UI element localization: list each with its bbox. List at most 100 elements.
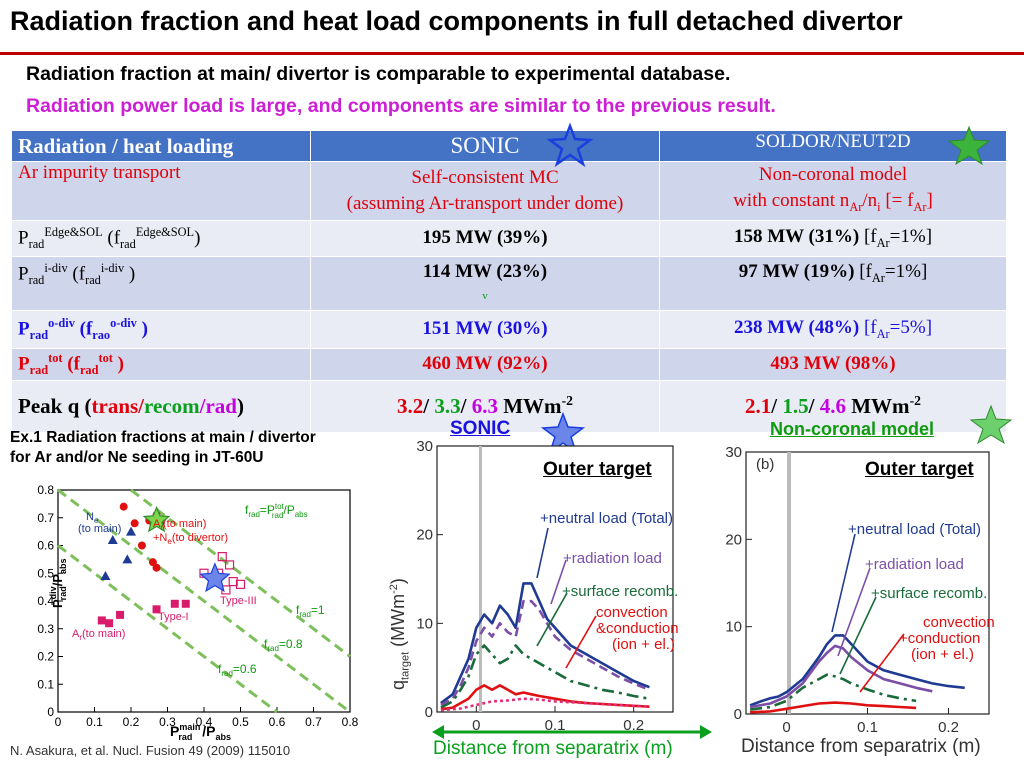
sonic-ar-model-line2: (assuming Ar-transport under dome) xyxy=(346,192,624,214)
chart-b-frame xyxy=(745,451,990,715)
soldor-ar-model: Non-coronal model with constant nAr/ni [… xyxy=(659,161,1007,221)
scatter-x-tick-label: 0.2 xyxy=(123,715,140,729)
scatter-y-tick-label: 0.6 xyxy=(37,539,54,553)
chart-b-annot-surface: +surface recomb. xyxy=(871,585,988,602)
y-tick-label: 10 xyxy=(725,619,742,636)
ar-data-point xyxy=(105,619,114,628)
ar-data-point xyxy=(170,599,179,608)
table-row-peak-q: Peak q (trans/recom/rad) 3.2/ 3.3/ 6.3 M… xyxy=(11,379,1007,433)
x-tick-label: 0 xyxy=(782,719,790,736)
soldor-fraction-star-icon xyxy=(142,505,171,533)
chart-b-annot-conduction: +conduction xyxy=(899,630,981,647)
ar-data-point xyxy=(97,616,106,625)
x-tick-label: 0.1 xyxy=(857,719,878,736)
chart-a-annot-total: +neutral load (Total) xyxy=(540,510,673,527)
chart-a-x-label: Distance from separatrix (m) xyxy=(433,738,673,759)
chart-b-annot-convection: convection xyxy=(923,614,995,631)
annotation-leader xyxy=(536,527,549,579)
noncoronal-chart-label: Non-coronal model xyxy=(770,419,935,439)
header-sonic: SONIC xyxy=(310,130,660,162)
slide-title: Radiation fraction and heat load compone… xyxy=(10,6,903,36)
ar-ne-data-point xyxy=(130,519,139,528)
chart-b-title: Outer target xyxy=(865,459,974,480)
scatter-y-tick-label: 0.7 xyxy=(37,511,54,525)
x-tick-label: 0.1 xyxy=(545,717,566,734)
ne-data-point xyxy=(107,534,118,544)
chart-a-title: Outer target xyxy=(543,459,652,480)
ar-ne-data-point xyxy=(119,502,128,511)
chart-a-annot-radiation: +radiation load xyxy=(563,550,662,567)
type-iii-data-point xyxy=(228,576,238,587)
y-tick-label: 20 xyxy=(725,531,742,548)
noncoronal-outer-target-chart: 0 0.1 0.2 0 10 20 30 xyxy=(725,444,990,736)
sonic-edge-sol-value: 195 MW (39%) xyxy=(310,219,660,257)
frad-equation-label: frad=Ptot rad/Pabs xyxy=(245,502,308,520)
annotation-leader xyxy=(536,592,568,647)
table-row-edge-sol: PradEdge&SOL (fradEdge&SOL) 195 MW (39%)… xyxy=(11,219,1007,257)
row-label-inner-div: Pradi-div (fradi-div ) xyxy=(11,255,311,311)
chart-a-annot-conduction: &conduction xyxy=(596,620,679,637)
ne-data-point xyxy=(122,554,133,564)
annotation-leader xyxy=(839,596,877,675)
x-tick-label: 0.2 xyxy=(623,717,644,734)
sonic-chart-label: SONIC xyxy=(450,418,511,439)
y-tick-label: 10 xyxy=(416,615,433,632)
table-header-row: Radiation / heat loading SONIC SOLDOR/NE… xyxy=(11,130,1007,162)
frad-dashed-line xyxy=(57,544,278,714)
reference-citation: N. Asakura, et al. Nucl. Fusion 49 (2009… xyxy=(10,743,291,758)
series-line-1 xyxy=(440,599,650,707)
frad-dashed-line xyxy=(130,488,351,658)
scatter-x-tick-label: 0 xyxy=(55,715,62,729)
chart-a-annot-convection: convection xyxy=(596,604,668,621)
y-tick-label: 30 xyxy=(725,444,742,461)
y-tick-label: 0 xyxy=(425,704,433,721)
chart-a-distance-arrow xyxy=(432,725,712,739)
ne-to-main-label-2: (to main) xyxy=(78,523,121,535)
frad-1-label: frad=1 xyxy=(296,603,325,619)
soldor-inner-div-value: 97 MW (19%) [fAr=1%] xyxy=(659,255,1007,311)
type-i-label: Type-I xyxy=(158,611,189,623)
ne-data-point xyxy=(126,526,136,536)
soldor-outer-div-value: 238 MW (48%) [fAr=5%] xyxy=(659,309,1007,349)
ar-data-point xyxy=(152,605,161,614)
series-line-0 xyxy=(440,582,650,705)
soldor-ar-model-line1: Non-coronal model xyxy=(758,164,908,185)
scatter-y-tick-label: 0.2 xyxy=(37,650,54,664)
scatter-y-tick-label: 0.1 xyxy=(37,677,54,691)
scatter-y-tick-label: 0.5 xyxy=(37,566,54,580)
soldor-edge-sol-value: 158 MW (31%) [fAr=1%] xyxy=(659,219,1007,257)
row-label-edge-sol: PradEdge&SOL (fradEdge&SOL) xyxy=(11,219,311,257)
ne-to-main-label: Ne xyxy=(86,511,99,525)
radiation-comparison-table: Radiation / heat loading SONIC SOLDOR/NE… xyxy=(11,130,1007,433)
chart-a-annot-ion-el: (ion + el.) xyxy=(612,636,675,653)
sonic-ar-model: Self-consistent MC (assuming Ar-transpor… xyxy=(310,161,660,221)
title-divider xyxy=(0,52,1024,55)
row-label-peak-q: Peak q (trans/recom/rad) xyxy=(11,379,311,433)
type-iii-data-point xyxy=(224,560,235,570)
chart-b-panel-label: (b) xyxy=(756,456,775,473)
chart-b-x-label: Distance from separatrix (m) xyxy=(741,736,981,757)
sonic-fraction-star-icon xyxy=(199,562,231,593)
frad-08-label: frad=0.8 xyxy=(264,637,303,653)
annotation-leader xyxy=(859,633,905,693)
summary-line-2: Radiation power load is large, and compo… xyxy=(26,95,776,117)
summary-line-1: Radiation fraction at main/ divertor is … xyxy=(26,63,731,85)
series-line-3 xyxy=(750,701,917,714)
frad-06-label: frad=0.6 xyxy=(218,662,257,678)
y-tick-label: 20 xyxy=(416,527,433,544)
annotation-leader xyxy=(550,559,567,605)
sonic-inner-div-value: 114 MW (23%) v xyxy=(310,255,660,311)
scatter-x-tick-label: 0.8 xyxy=(342,715,359,729)
frad-dashed-line xyxy=(57,488,351,714)
radiation-fraction-scatter: 0 0.1 0.2 0.3 0.4 0.5 0.6 0.7 0.8 0.8 0.7 0.6 0.5 0.4… xyxy=(37,483,359,742)
y-tick-label: 0 xyxy=(734,706,742,723)
row-label-total: Pradtot (fradtot ) xyxy=(11,347,311,381)
header-radiation-heat-loading: Radiation / heat loading xyxy=(11,130,311,162)
table-row-total: Pradtot (fradtot ) 460 MW (92%) 493 MW (… xyxy=(11,347,1007,381)
ar-to-main-label: Ar(to main) xyxy=(72,628,125,642)
chart-a-separatrix-band xyxy=(479,446,482,712)
ar-ne-label-2: +Ne(to divertor) xyxy=(153,532,228,546)
chart-a-y-label: qtarget (MWm-2) xyxy=(388,578,412,690)
series-line-4 xyxy=(440,697,650,712)
chart-a-annot-surface: +surface recomb. xyxy=(562,583,679,600)
